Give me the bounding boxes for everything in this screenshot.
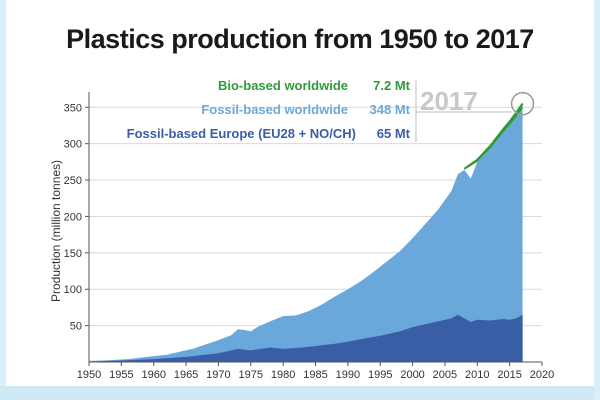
x-tick-label: 1950 [77, 369, 101, 381]
x-tick-label: 2020 [530, 369, 554, 381]
y-tick-label: 50 [70, 321, 82, 333]
bottom-strip [0, 386, 600, 400]
x-tick-label: 1990 [336, 369, 360, 381]
x-tick-label: 1995 [368, 369, 392, 381]
legend-label: Bio-based worldwide [218, 78, 348, 93]
watermark-sail-icon [205, 166, 395, 305]
legend-value: 348 Mt [370, 102, 411, 117]
x-tick-label: 2015 [497, 369, 521, 381]
legend-label: Fossil-based Europe (EU28 + NO/CH) [127, 126, 356, 141]
chart-title: Plastics production from 1950 to 2017 [66, 24, 534, 54]
x-tick-label: 1955 [109, 369, 133, 381]
y-tick-label: 250 [64, 175, 82, 187]
y-tick-label: 350 [64, 102, 82, 114]
y-tick-label: 100 [64, 284, 82, 296]
x-tick-label: 2005 [433, 369, 457, 381]
x-tick-label: 1965 [174, 369, 198, 381]
legend-value: 7.2 Mt [373, 78, 411, 93]
x-tick-label: 2010 [465, 369, 489, 381]
x-tick-label: 1970 [206, 369, 230, 381]
highlight-circle [510, 91, 535, 116]
y-tick-label: 300 [64, 139, 82, 151]
legend-value: 65 Mt [377, 126, 411, 141]
watermark: nova [205, 166, 395, 327]
area-fossil-europe [89, 314, 523, 362]
x-tick-label: 1975 [239, 369, 263, 381]
x-tick-label: 1985 [303, 369, 327, 381]
area-fossil-worldwide [89, 108, 523, 362]
x-tick-label: 2000 [400, 369, 424, 381]
legend-label: Fossil-based worldwide [201, 102, 348, 117]
x-tick-label: 1960 [141, 369, 165, 381]
y-axis-label: Production (million tonnes) [49, 160, 63, 302]
y-tick-label: 150 [64, 248, 82, 260]
x-tick-label: 1980 [271, 369, 295, 381]
y-tick-label: 200 [64, 211, 82, 223]
legend-year: 2017 [420, 86, 478, 116]
